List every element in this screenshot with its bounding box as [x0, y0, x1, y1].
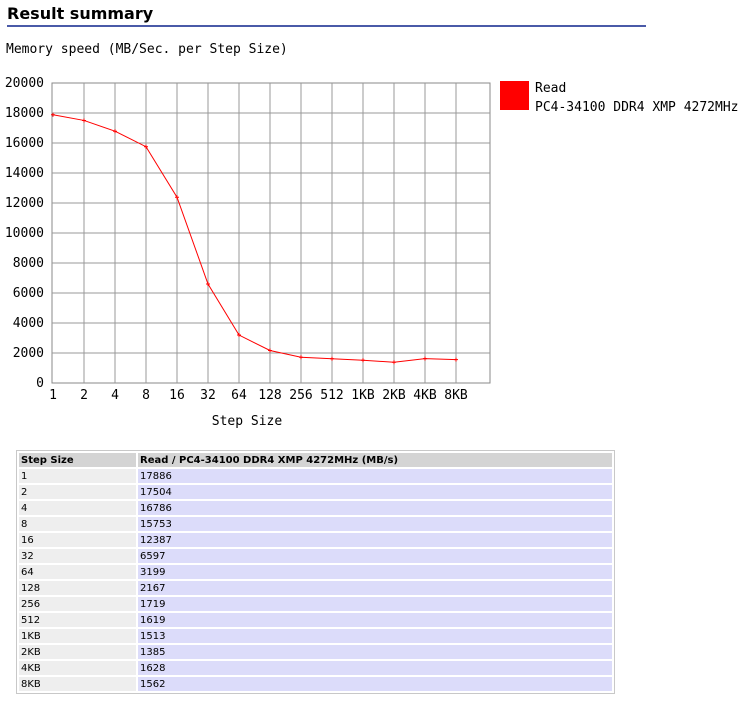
y-tick-label: 16000: [5, 136, 44, 151]
x-tick-label: 32: [200, 388, 216, 403]
table-row: 2 17504: [19, 485, 612, 499]
data-point-read: [237, 333, 241, 338]
table-row: 16 12387: [19, 533, 612, 547]
cell-step-size: 2KB: [19, 645, 136, 659]
cell-read-speed: 1562: [138, 677, 612, 691]
results-table-body: 1 17886 2 17504 4 16786 8 15753 16 12387 32 6597 64 3…: [19, 469, 612, 691]
cell-read-speed: 6597: [138, 549, 612, 563]
data-point-read: [361, 358, 365, 363]
data-point-read: [144, 144, 148, 149]
cell-step-size: 4KB: [19, 661, 136, 675]
cell-step-size: 1KB: [19, 629, 136, 643]
cell-step-size: 16: [19, 533, 136, 547]
cell-read-speed: 1628: [138, 661, 612, 675]
header-read: Read / PC4-34100 DDR4 XMP 4272MHz (MB/s): [138, 453, 612, 467]
table-row: 1 17886: [19, 469, 612, 483]
data-point-read: [82, 118, 86, 123]
cell-step-size: 8KB: [19, 677, 136, 691]
legend-series-description: PC4-34100 DDR4 XMP 4272MHz: [535, 100, 739, 115]
table-row: 8 15753: [19, 517, 612, 531]
x-tick-label: 128: [258, 388, 281, 403]
x-tick-label: 2KB: [382, 388, 406, 403]
cell-read-speed: 17886: [138, 469, 612, 483]
table-row: 4KB 1628: [19, 661, 612, 675]
page-heading: Result summary: [7, 4, 646, 27]
data-point-read: [423, 356, 427, 361]
cell-read-speed: 1513: [138, 629, 612, 643]
header-step-size: Step Size: [19, 453, 136, 467]
x-tick-label: 256: [289, 388, 312, 403]
y-axis-ticks: 0 2000 4000 6000 8000 10000 12000 14000 16000 180…: [5, 76, 44, 391]
cell-step-size: 32: [19, 549, 136, 563]
x-axis-ticks: 1 2 4 8 16 32 64 128 256 512 1KB 2KB 4KB 8KB: [49, 388, 468, 403]
y-tick-label: 4000: [13, 316, 44, 331]
y-tick-label: 6000: [13, 286, 44, 301]
x-tick-label: 8: [142, 388, 150, 403]
series-read: [51, 112, 458, 365]
cell-read-speed: 3199: [138, 565, 612, 579]
table-row: 1KB 1513: [19, 629, 612, 643]
cell-step-size: 1: [19, 469, 136, 483]
cell-read-speed: 17504: [138, 485, 612, 499]
chart-title: Memory speed (MB/Sec. per Step Size): [6, 42, 288, 57]
results-table: Step Size Read / PC4-34100 DDR4 XMP 4272…: [16, 450, 615, 694]
table-row: 512 1619: [19, 613, 612, 627]
horizontal-grid: [52, 112, 490, 354]
data-point-read: [175, 195, 179, 200]
cell-read-speed: 2167: [138, 581, 612, 595]
data-point-read: [113, 129, 117, 134]
cell-step-size: 256: [19, 597, 136, 611]
table-row: 256 1719: [19, 597, 612, 611]
data-point-read: [330, 356, 334, 361]
series-line-read: [52, 114, 457, 363]
page-heading-text: Result summary: [7, 4, 154, 23]
legend-series-name: Read: [535, 81, 567, 96]
x-tick-label: 8KB: [444, 388, 468, 403]
x-tick-label: 16: [169, 388, 185, 403]
x-tick-label: 2: [80, 388, 88, 403]
data-point-read: [454, 357, 458, 362]
cell-read-speed: 1719: [138, 597, 612, 611]
x-tick-label: 512: [320, 388, 343, 403]
memory-speed-chart: 0 2000 4000 6000 8000 10000 12000 14000 16000 180…: [5, 76, 491, 429]
table-header-row: Step Size Read / PC4-34100 DDR4 XMP 4272…: [19, 453, 612, 467]
y-tick-label: 10000: [5, 226, 44, 241]
y-tick-label: 12000: [5, 196, 44, 211]
cell-step-size: 2: [19, 485, 136, 499]
y-tick-label: 2000: [13, 346, 44, 361]
table-row: 128 2167: [19, 581, 612, 595]
table-row: 8KB 1562: [19, 677, 612, 691]
x-tick-label: 1: [49, 388, 57, 403]
cell-step-size: 8: [19, 517, 136, 531]
cell-read-speed: 1385: [138, 645, 612, 659]
data-point-read: [268, 348, 272, 353]
y-tick-label: 0: [36, 376, 44, 391]
y-tick-label: 20000: [5, 76, 44, 91]
cell-read-speed: 12387: [138, 533, 612, 547]
cell-read-speed: 1619: [138, 613, 612, 627]
data-point-read: [299, 355, 303, 360]
y-tick-label: 18000: [5, 106, 44, 121]
x-axis-label: Step Size: [212, 414, 283, 429]
x-tick-label: 4KB: [413, 388, 437, 403]
x-tick-label: 1KB: [351, 388, 375, 403]
table-row: 64 3199: [19, 565, 612, 579]
x-tick-label: 4: [111, 388, 119, 403]
table-row: 2KB 1385: [19, 645, 612, 659]
table-row: 4 16786: [19, 501, 612, 515]
x-tick-label: 64: [231, 388, 247, 403]
cell-step-size: 64: [19, 565, 136, 579]
data-point-read: [51, 112, 55, 117]
data-point-read: [392, 360, 396, 365]
cell-step-size: 128: [19, 581, 136, 595]
cell-step-size: 512: [19, 613, 136, 627]
legend-swatch-read: [500, 81, 529, 110]
y-tick-label: 8000: [13, 256, 44, 271]
y-tick-label: 14000: [5, 166, 44, 181]
cell-read-speed: 16786: [138, 501, 612, 515]
cell-read-speed: 15753: [138, 517, 612, 531]
data-point-read: [206, 282, 210, 287]
cell-step-size: 4: [19, 501, 136, 515]
table-row: 32 6597: [19, 549, 612, 563]
